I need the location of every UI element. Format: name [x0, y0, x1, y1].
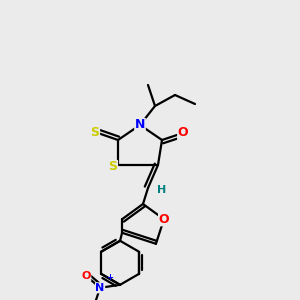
Text: N: N	[95, 283, 105, 293]
Text: O: O	[81, 271, 91, 281]
Text: O: O	[159, 213, 169, 226]
Text: O: O	[178, 127, 188, 140]
Text: N: N	[135, 118, 145, 131]
Text: +: +	[106, 273, 113, 282]
Text: S: S	[109, 160, 118, 173]
Text: S: S	[91, 125, 100, 139]
Text: H: H	[158, 185, 166, 195]
